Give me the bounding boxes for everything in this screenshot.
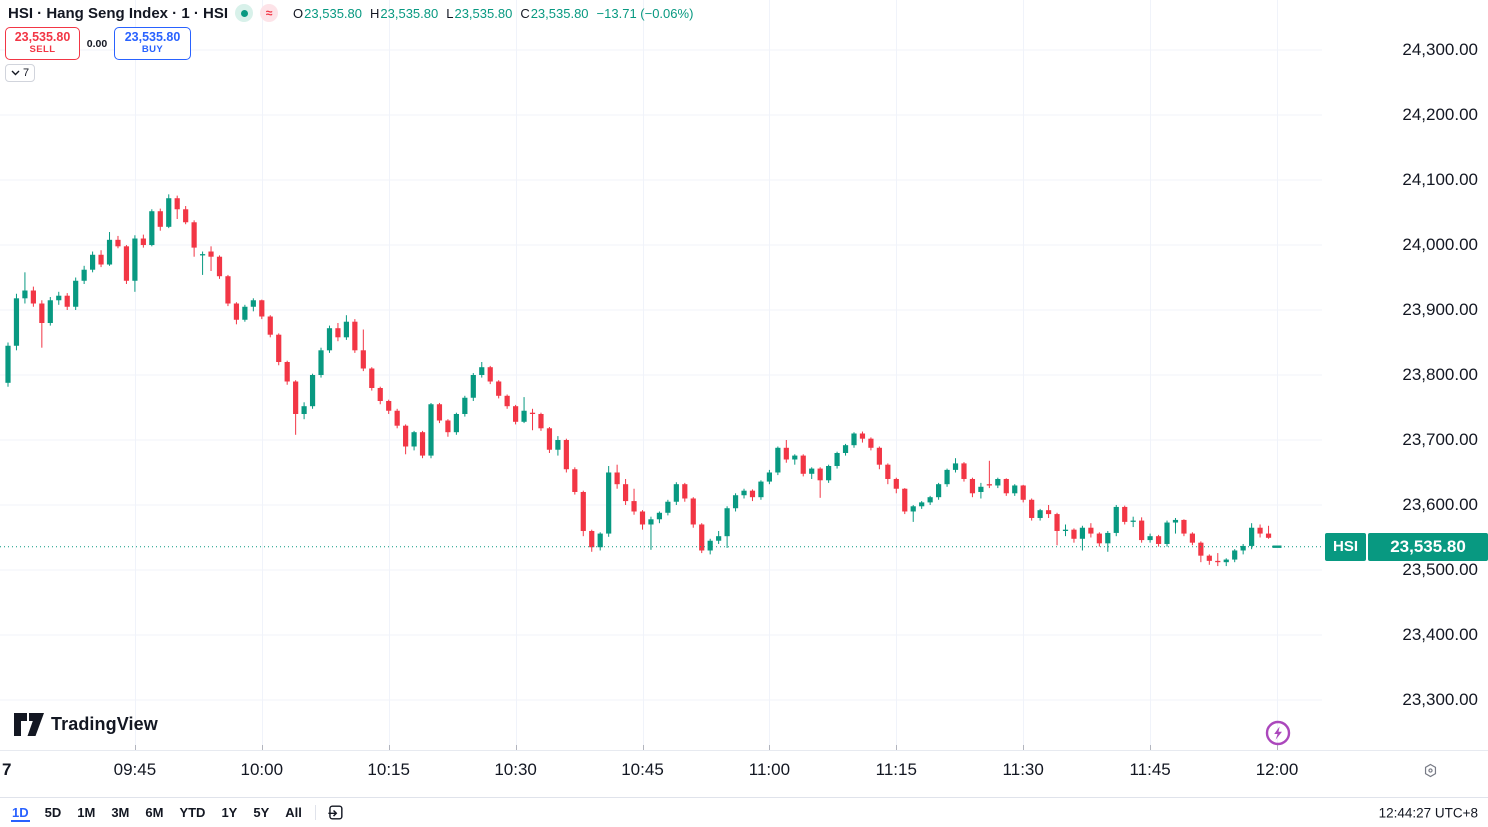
time-axis-label: 10:30 (494, 760, 537, 779)
go-to-date-icon[interactable] (326, 803, 346, 823)
price-axis-label: 23,300.00 (1402, 689, 1478, 709)
high-value: 23,535.80 (380, 5, 439, 21)
price-axis-label: 24,300.00 (1402, 40, 1478, 60)
price-axis-label: 24,000.00 (1402, 235, 1478, 255)
price-axis[interactable]: 24,300.00 24,200.00 24,100.00 24,000.00 23,9… (1322, 0, 1488, 750)
ohlc-legend: O 23,535.80 H 23,535.80 L 23,535.80 C 23,535… (293, 6, 693, 21)
buy-button[interactable]: 23,535.80 BUY (114, 27, 191, 60)
clock-display[interactable]: 12:44:27 UTC+8 (1378, 805, 1478, 820)
time-axis-label: 12:00 (1255, 760, 1299, 779)
symbol-title[interactable]: HSI · Hang Seng Index · 1 · HSI (8, 4, 229, 22)
range-selector: 1D 5D 1M 3M 6M YTD 1Y 5Y All (0, 803, 303, 822)
time-axis-label: 11:00 (748, 760, 791, 779)
market-status-icon[interactable] (235, 4, 254, 22)
chevron-down-icon (11, 70, 20, 76)
trade-panel: 23,535.80 SELL 0.00 23,535.80 BUY (5, 27, 191, 60)
tradingview-logo[interactable]: TradingView (14, 713, 158, 736)
price-axis-label: 23,600.00 (1402, 494, 1478, 514)
time-axis-label: 10:45 (621, 760, 664, 779)
tradingview-logo-text: TradingView (51, 714, 158, 734)
close-value: 23,535.80 (530, 5, 589, 21)
low-label: L (446, 5, 454, 21)
time-axis-day-label: 7 (2, 760, 12, 779)
sell-button[interactable]: 23,535.80 SELL (5, 27, 80, 60)
time-axis-label: 11:30 (1002, 760, 1044, 779)
close-label: C (520, 5, 530, 21)
range-button-5y[interactable]: 5Y (253, 805, 270, 820)
buy-price: 23,535.80 (124, 30, 181, 45)
range-button-all[interactable]: All (285, 805, 302, 820)
chart-canvas[interactable] (0, 0, 1488, 750)
current-price-tag: HSI 23,535.80 (1325, 532, 1488, 561)
sell-price: 23,535.80 (14, 30, 71, 45)
range-button-6m[interactable]: 6M (145, 805, 164, 820)
range-button-3m[interactable]: 3M (111, 805, 130, 820)
price-axis-label: 23,400.00 (1402, 624, 1478, 644)
range-button-ytd[interactable]: YTD (179, 805, 206, 820)
range-button-1d[interactable]: 1D (11, 805, 30, 822)
time-axis-label: 10:00 (240, 760, 284, 779)
lightning-icon (1265, 720, 1291, 746)
tradingview-logo-icon (14, 713, 44, 736)
price-axis-label: 23,900.00 (1402, 300, 1478, 319)
price-axis-label: 23,800.00 (1402, 365, 1478, 384)
low-value: 23,535.80 (454, 5, 513, 21)
status-dot-icon (240, 9, 248, 17)
open-value: 23,535.80 (304, 5, 362, 21)
price-axis-label: 24,100.00 (1402, 170, 1478, 190)
bottom-toolbar: 1D 5D 1M 3M 6M YTD 1Y 5Y All 12:44:27 UTC+8 (0, 797, 1488, 827)
open-label: O (293, 5, 304, 21)
high-label: H (370, 5, 380, 21)
current-price-value: 23,535.80 (1368, 532, 1488, 561)
sell-label: SELL (29, 44, 56, 56)
price-axis-label: 24,200.00 (1402, 105, 1478, 125)
current-price-symbol: HSI (1325, 532, 1367, 561)
toolbar-divider (314, 805, 316, 820)
range-button-5d[interactable]: 5D (44, 805, 62, 820)
time-axis-label: 10:15 (367, 760, 410, 779)
range-button-1y[interactable]: 1Y (221, 805, 238, 820)
symbol-header: HSI · Hang Seng Index · 1 · HSI ≈ O 23,53… (8, 4, 693, 22)
orders-count: 7 (22, 67, 30, 79)
time-axis[interactable]: 7 09:45 10:00 10:15 10:30 10:45 11:00 11:15 11:… (0, 750, 1488, 798)
orders-toggle-button[interactable]: 7 (5, 64, 35, 82)
buy-label: BUY (141, 44, 164, 56)
session-break-icon[interactable] (1264, 719, 1292, 747)
change-value: −13.71 (−0.06%) (596, 5, 694, 21)
spread-value: 0.00 (86, 37, 108, 50)
delayed-data-icon[interactable]: ≈ (260, 4, 279, 22)
time-axis-label: 11:15 (875, 760, 917, 779)
price-axis-label: 23,700.00 (1402, 429, 1478, 449)
range-button-1m[interactable]: 1M (77, 805, 96, 820)
price-axis-label: 23,500.00 (1402, 559, 1478, 579)
axis-settings-gear-icon[interactable] (1422, 762, 1440, 780)
time-axis-label: 09:45 (113, 760, 157, 779)
time-axis-label: 11:45 (1129, 760, 1171, 779)
